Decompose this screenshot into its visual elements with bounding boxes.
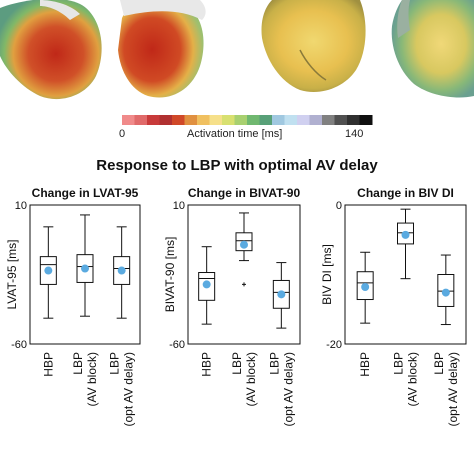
heart-view-4 bbox=[391, 0, 474, 98]
x-tick-label: LBP (AV block) bbox=[71, 352, 99, 406]
panel-title: Change in BIV DI bbox=[357, 186, 454, 200]
x-tick-label-line: (AV block) bbox=[244, 352, 258, 406]
colorbar-swatch bbox=[347, 115, 360, 125]
colorbar-swatch bbox=[159, 115, 173, 125]
mean-marker bbox=[202, 280, 211, 289]
box-2 bbox=[76, 214, 94, 317]
colorbar-swatch bbox=[259, 115, 273, 125]
x-tick-label: HBP bbox=[200, 352, 214, 377]
x-tick-label-line: (AV block) bbox=[85, 352, 99, 406]
panel-title: Change in BIVAT-90 bbox=[188, 186, 301, 200]
x-tick-label-line: (AV block) bbox=[406, 352, 420, 406]
x-tick-label-line: LBP bbox=[392, 352, 406, 375]
x-tick-label: LBP (AV block) bbox=[392, 352, 420, 406]
colorbar-swatch bbox=[147, 115, 160, 125]
colorbar-swatch bbox=[209, 115, 223, 125]
box-3 bbox=[437, 254, 455, 326]
x-tick-label-line: LBP bbox=[108, 352, 122, 375]
colorbar-swatch bbox=[322, 115, 335, 125]
mean-marker bbox=[240, 240, 248, 249]
x-tick-label: LBP (opt AV delay) bbox=[267, 352, 295, 426]
heart-activation-maps bbox=[0, 0, 474, 100]
mean-marker bbox=[117, 266, 126, 275]
box-2 bbox=[235, 212, 253, 287]
y-axis-label: BIVAT-90 [ms] bbox=[163, 237, 177, 313]
heart-view-2 bbox=[118, 0, 206, 98]
colorbar-swatch bbox=[334, 115, 348, 125]
panel-title: Change in LVAT-95 bbox=[32, 186, 139, 200]
outlier-marker bbox=[242, 282, 246, 287]
colorbar-swatch bbox=[184, 115, 198, 125]
box-1 bbox=[39, 226, 57, 319]
mean-marker bbox=[441, 288, 450, 297]
y-axis-label: LVAT-95 [ms] bbox=[5, 239, 19, 309]
mean-marker bbox=[44, 266, 53, 275]
x-tick-label-line: HBP bbox=[41, 352, 55, 377]
colorbar-gradient bbox=[122, 115, 373, 125]
colorbar-swatch bbox=[134, 115, 148, 125]
heart-view-3 bbox=[261, 0, 366, 92]
colorbar: 0 Activation time [ms] 140 bbox=[0, 112, 474, 146]
x-tick-label-line: LBP bbox=[432, 352, 446, 375]
y-tick-label: 0 bbox=[336, 200, 342, 212]
colorbar-swatch bbox=[284, 115, 298, 125]
x-tick-label-line: HBP bbox=[200, 352, 214, 377]
x-tick-label-line: (opt AV delay) bbox=[281, 352, 295, 426]
figure-title: Response to LBP with optimal AV delay bbox=[96, 157, 378, 174]
x-tick-label-line: (opt AV delay) bbox=[446, 352, 460, 426]
heart-view-1 bbox=[0, 0, 102, 100]
x-tick-label-line: HBP bbox=[358, 352, 372, 377]
x-tick-label: HBP bbox=[358, 352, 372, 377]
colorbar-swatch bbox=[172, 115, 185, 125]
mean-marker bbox=[277, 290, 286, 299]
box-1 bbox=[356, 251, 374, 324]
x-tick-label: LBP (opt AV delay) bbox=[108, 352, 136, 426]
colorbar-swatch bbox=[309, 115, 323, 125]
box-3 bbox=[272, 262, 290, 329]
x-tick-label-line: LBP bbox=[230, 352, 244, 375]
x-tick-label-line: LBP bbox=[71, 352, 85, 375]
colorbar-max-label: 140 bbox=[345, 128, 364, 140]
axes-frame bbox=[29, 204, 141, 345]
y-axis-label: BIV DI [ms] bbox=[320, 244, 334, 305]
x-tick-label: LBP (AV block) bbox=[230, 352, 258, 406]
box-3 bbox=[113, 226, 131, 319]
boxplot-panel-1: Change in LVAT-95 10 -60 LVAT-95 [ms] HBP LBP… bbox=[5, 186, 141, 426]
x-tick-label: HBP bbox=[41, 352, 55, 377]
colorbar-swatch bbox=[197, 115, 210, 125]
x-tick-label-line: (opt AV delay) bbox=[122, 352, 136, 426]
colorbar-swatch bbox=[297, 115, 310, 125]
colorbar-swatch bbox=[122, 115, 135, 125]
colorbar-swatch bbox=[222, 115, 235, 125]
box-2 bbox=[397, 208, 414, 280]
x-tick-label: LBP (opt AV delay) bbox=[432, 352, 460, 426]
colorbar-swatch bbox=[359, 115, 373, 125]
colorbar-title: Activation time [ms] bbox=[187, 128, 283, 140]
mean-marker bbox=[361, 283, 370, 292]
colorbar-min-label: 0 bbox=[119, 128, 126, 140]
y-tick-label: -60 bbox=[11, 339, 27, 351]
y-tick-label: 10 bbox=[15, 200, 27, 212]
colorbar-swatch bbox=[272, 115, 285, 125]
colorbar-swatch bbox=[234, 115, 248, 125]
axes-frame bbox=[187, 204, 301, 345]
x-tick-label-line: LBP bbox=[267, 352, 281, 375]
colorbar-swatch bbox=[247, 115, 260, 125]
y-tick-label: -60 bbox=[169, 339, 185, 351]
mean-marker bbox=[81, 264, 89, 273]
y-tick-label: -20 bbox=[326, 339, 342, 351]
mean-marker bbox=[401, 230, 410, 239]
box-1 bbox=[198, 246, 216, 325]
axes-frame bbox=[344, 204, 467, 345]
y-tick-label: 10 bbox=[173, 200, 185, 212]
